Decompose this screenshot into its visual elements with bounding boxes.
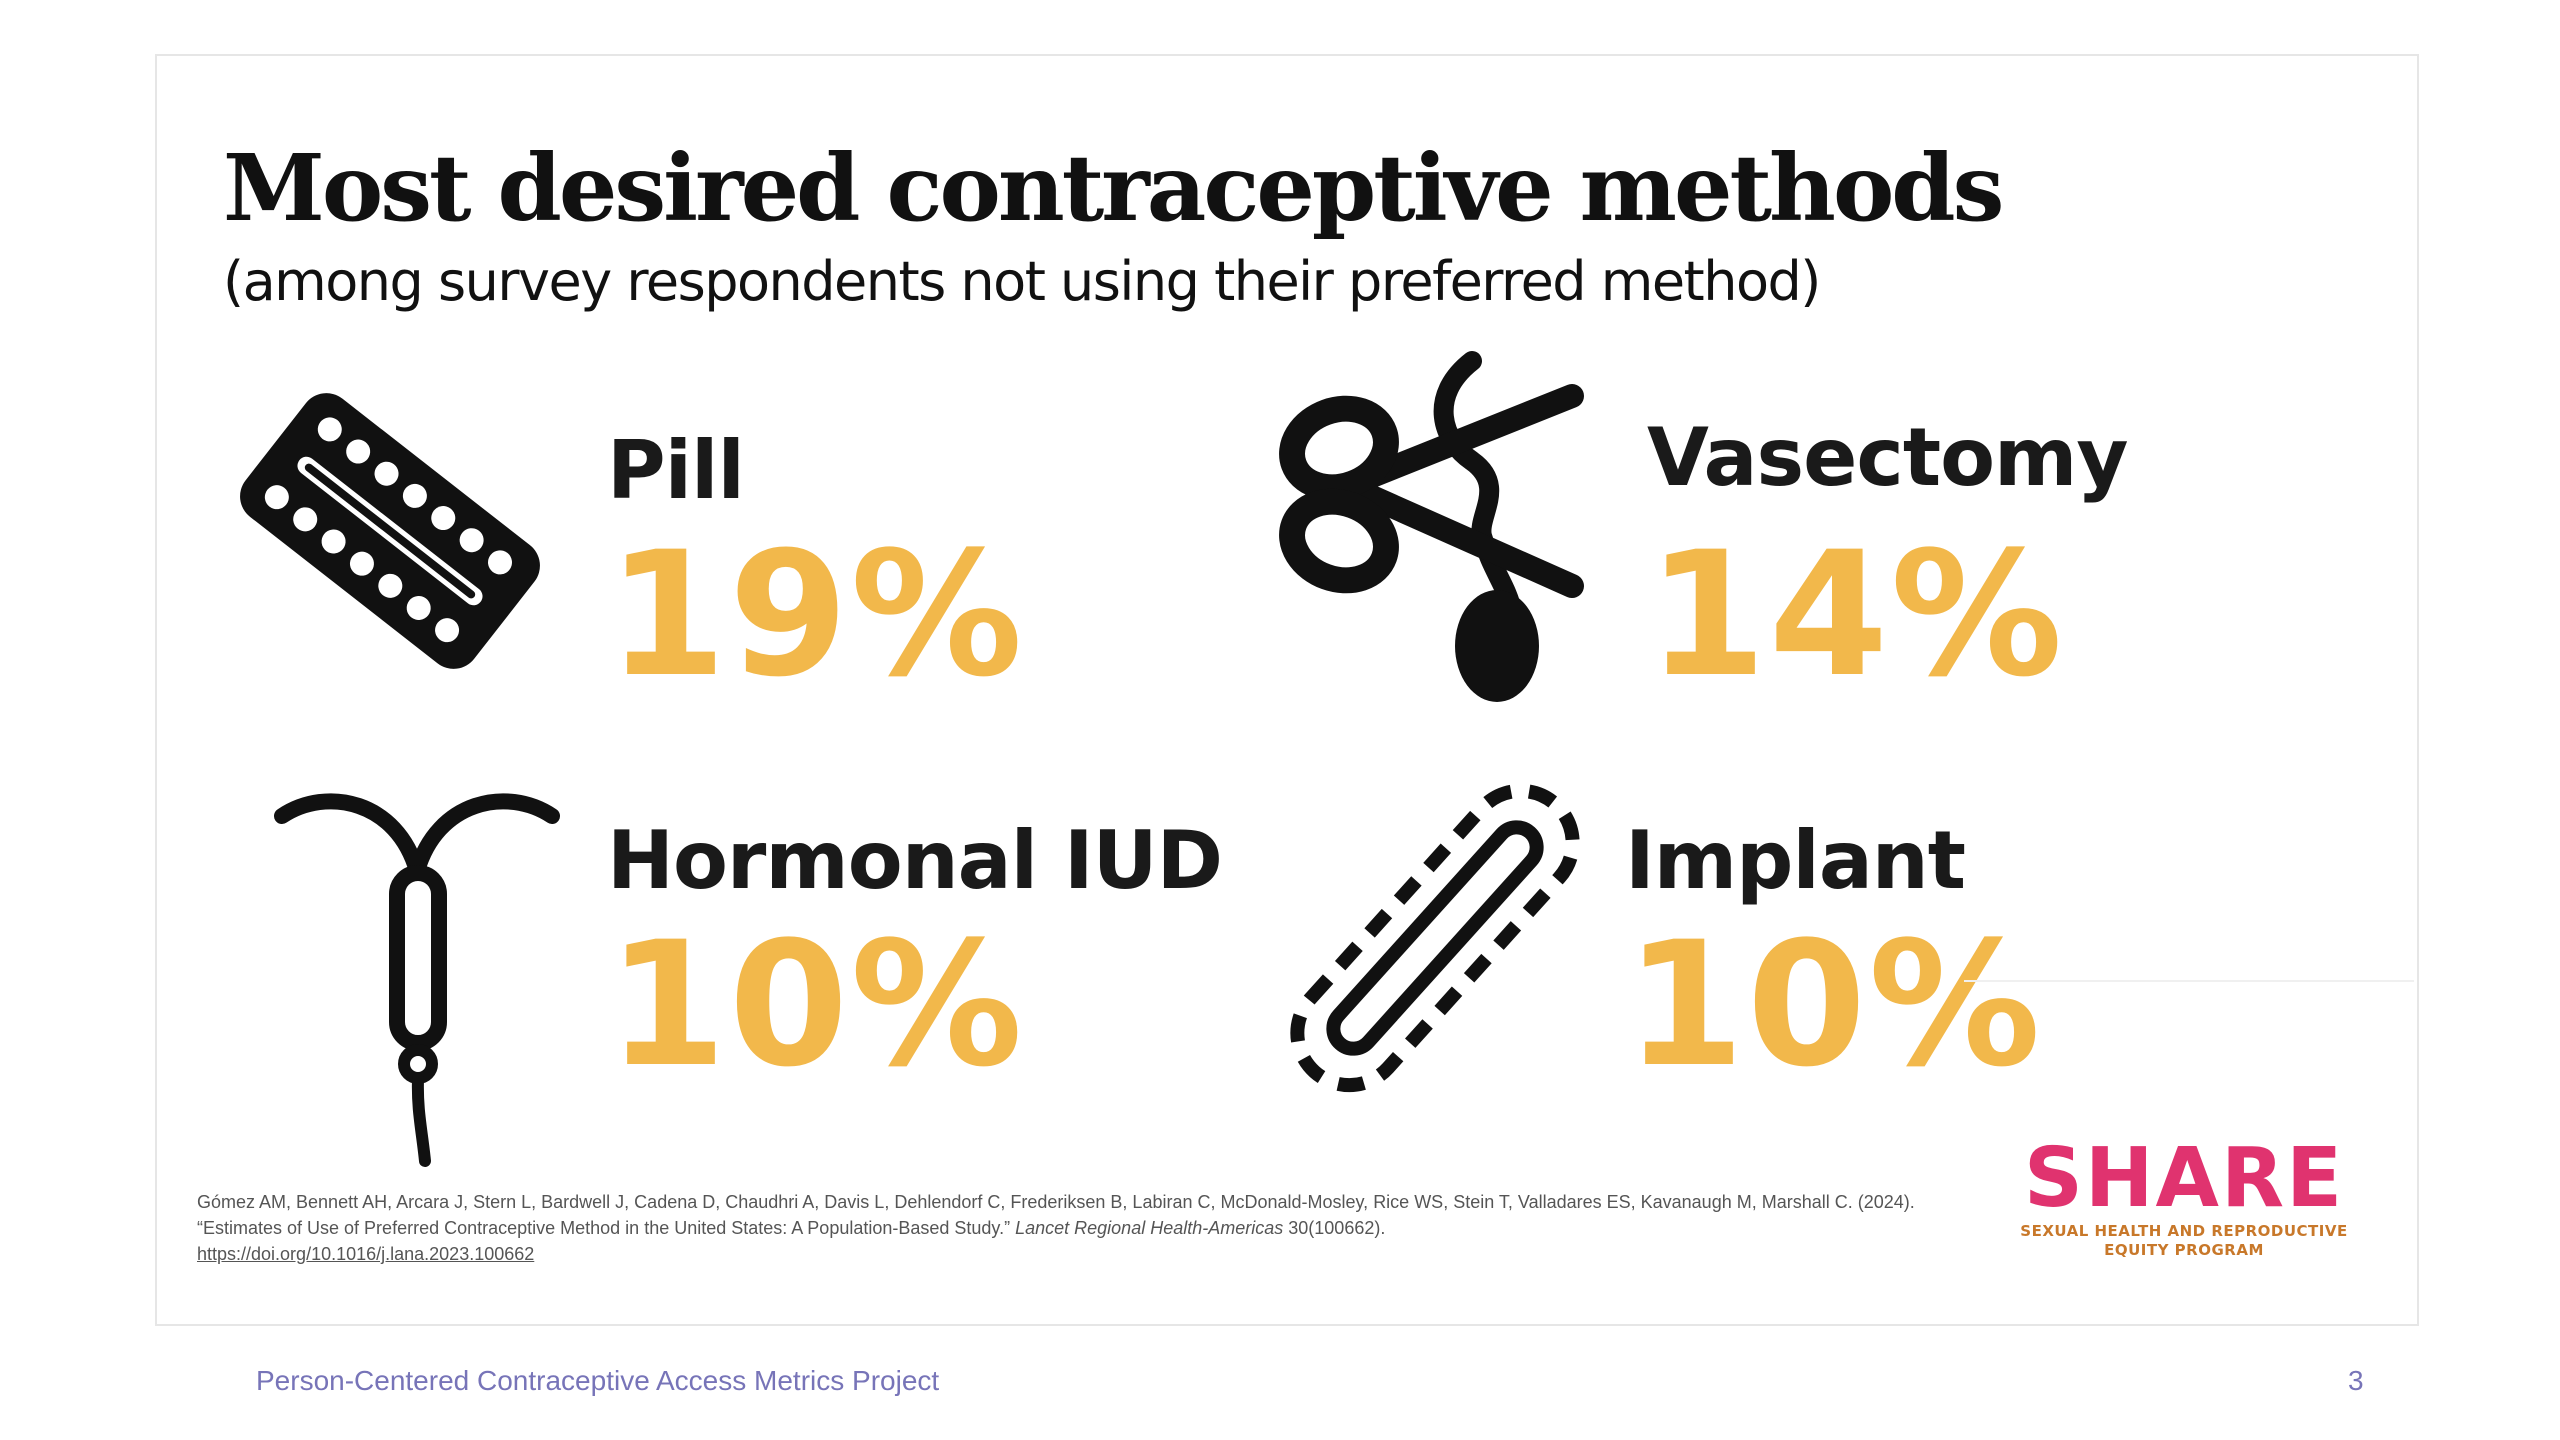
slide: Most desired contraceptive methods (amon…	[155, 54, 2419, 1326]
method-value-implant: 10%	[1625, 904, 2043, 1105]
citation-authors: Gómez AM, Bennett AH, Arcara J, Stern L,…	[197, 1192, 1915, 1238]
implant-icon	[1290, 783, 1580, 1093]
method-value-pill: 19%	[607, 514, 1025, 715]
slide-title: Most desired contraceptive methods	[223, 134, 2004, 242]
citation-volume: 30(100662).	[1288, 1218, 1386, 1238]
divider-line	[1964, 980, 2414, 982]
logo-word: SHARE	[2023, 1131, 2345, 1226]
citation: Gómez AM, Bennett AH, Arcara J, Stern L,…	[197, 1189, 1997, 1267]
method-value-vasectomy: 14%	[1647, 514, 2065, 715]
vasectomy-scissors-icon	[1279, 351, 1584, 702]
slide-subtitle: (among survey respondents not using thei…	[223, 250, 1821, 313]
method-label-implant: Implant	[1625, 814, 1966, 907]
pill-pack-icon	[240, 393, 540, 669]
method-value-hormonal-iud: 10%	[607, 904, 1025, 1105]
share-logo: SHARE SEXUAL HEALTH AND REPRODUCTIVE EQU…	[2019, 1136, 2349, 1260]
iud-icon	[274, 793, 560, 1167]
citation-doi-link[interactable]: https://doi.org/10.1016/j.lana.2023.1006…	[197, 1244, 535, 1264]
method-label-pill: Pill	[607, 424, 745, 517]
page-number: 3	[2348, 1365, 2364, 1396]
logo-tagline-2: EQUITY PROGRAM	[2104, 1241, 2264, 1259]
logo-tagline-1: SEXUAL HEALTH AND REPRODUCTIVE	[2020, 1222, 2348, 1240]
method-label-vasectomy: Vasectomy	[1647, 411, 2129, 504]
footer-project-name: Person-Centered Contraceptive Access Met…	[256, 1365, 940, 1396]
citation-journal: Lancet Regional Health-Americas	[1015, 1218, 1284, 1238]
method-label-hormonal-iud: Hormonal IUD	[607, 814, 1223, 907]
